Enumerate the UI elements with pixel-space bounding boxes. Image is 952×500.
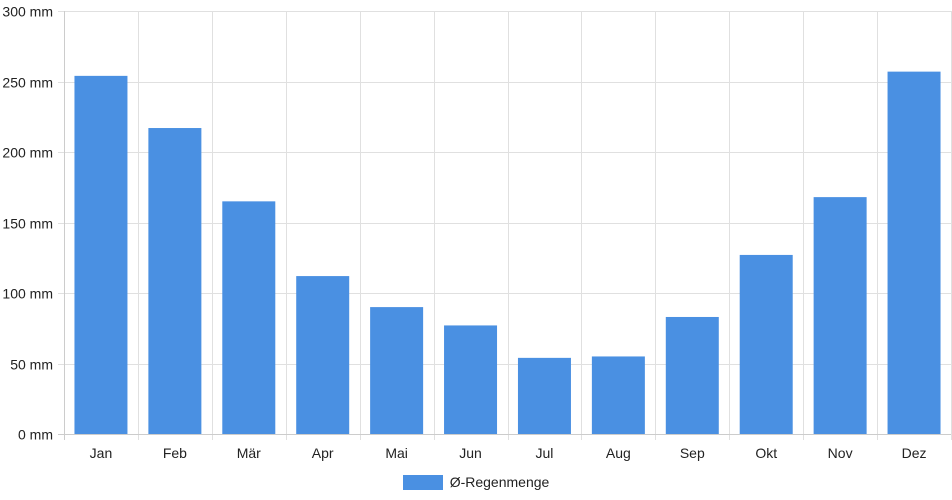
x-tick-label: Jun <box>459 445 482 461</box>
x-tick-label: Feb <box>163 445 187 461</box>
x-tick-label: Apr <box>312 445 334 461</box>
x-tick-label: Jan <box>90 445 113 461</box>
legend-label: Ø-Regenmenge <box>449 474 550 490</box>
bar-sep[interactable] <box>665 316 719 434</box>
bar-mai[interactable] <box>370 307 424 434</box>
y-tick-label: 250 mm <box>2 75 53 91</box>
y-tick-label: 50 mm <box>10 357 53 373</box>
y-tick-label: 150 mm <box>2 216 53 232</box>
x-tick-label: Okt <box>755 445 777 461</box>
bar-feb[interactable] <box>148 128 202 434</box>
x-tick-label: Aug <box>606 445 631 461</box>
bar-dez[interactable] <box>887 71 941 434</box>
bar-nov[interactable] <box>813 197 867 434</box>
bar-mär[interactable] <box>222 201 276 434</box>
y-tick-label: 200 mm <box>2 145 53 161</box>
bar-aug[interactable] <box>591 356 645 434</box>
bar-jan[interactable] <box>74 75 128 435</box>
y-tick-label: 100 mm <box>2 286 53 302</box>
chart-legend[interactable]: Ø-Regenmenge <box>0 472 952 492</box>
bar-apr[interactable] <box>296 276 350 434</box>
x-tick-label: Jul <box>536 445 554 461</box>
bar-okt[interactable] <box>739 254 793 434</box>
x-tick-label: Sep <box>680 445 705 461</box>
bar-jul[interactable] <box>517 357 571 434</box>
legend-swatch <box>402 474 443 490</box>
x-tick-label: Mai <box>385 445 408 461</box>
chart-labels: 0 mm 50 mm 100 mm 150 mm 200 mm 250 mm 300 mm J… <box>2 4 926 462</box>
x-tick-label: Mär <box>237 445 261 461</box>
x-tick-label: Dez <box>902 445 927 461</box>
x-tick-label: Nov <box>828 445 853 461</box>
y-tick-label: 300 mm <box>2 4 53 20</box>
chart-bars <box>74 71 941 435</box>
bar-jun[interactable] <box>444 325 498 434</box>
y-tick-label: 0 mm <box>18 427 53 443</box>
